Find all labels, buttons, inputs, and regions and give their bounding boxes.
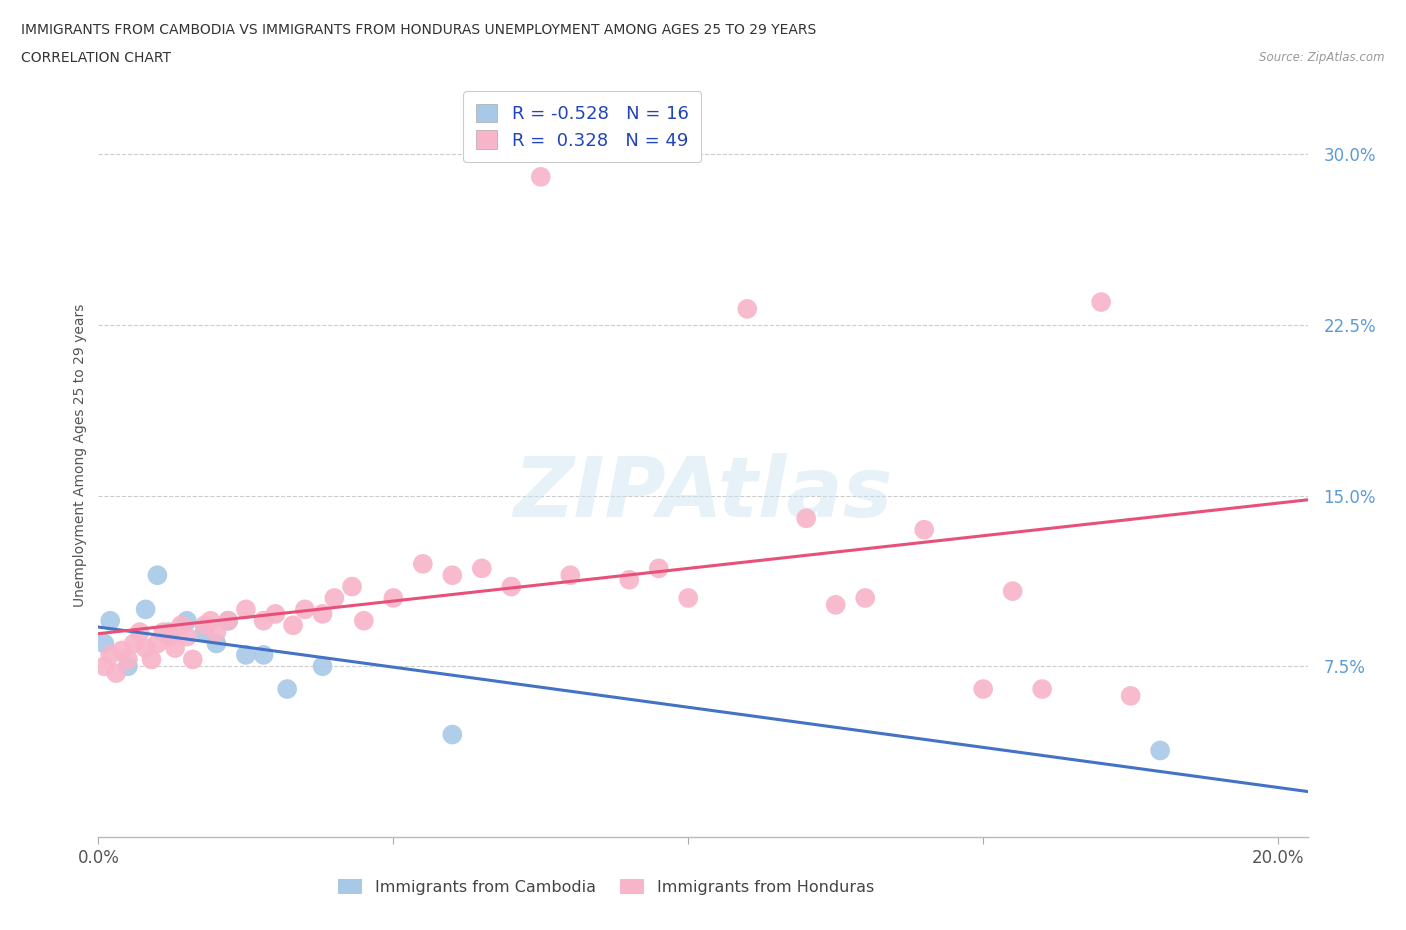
Point — [1031, 682, 1053, 697]
Point — [972, 682, 994, 697]
Point — [1090, 295, 1112, 310]
Point — [235, 602, 257, 617]
Point — [205, 636, 228, 651]
Point — [471, 561, 494, 576]
Point — [252, 613, 274, 628]
Point — [252, 647, 274, 662]
Point — [117, 658, 139, 673]
Point — [323, 591, 346, 605]
Point — [176, 613, 198, 628]
Point — [1119, 688, 1142, 703]
Point — [264, 606, 287, 621]
Point — [281, 618, 304, 632]
Point — [165, 641, 187, 656]
Point — [98, 647, 121, 662]
Point — [276, 682, 298, 697]
Point — [441, 568, 464, 583]
Text: ZIPAtlas: ZIPAtlas — [513, 453, 893, 535]
Point — [217, 613, 239, 628]
Point — [735, 301, 758, 316]
Point — [93, 658, 115, 673]
Point — [205, 625, 228, 640]
Point — [194, 625, 217, 640]
Y-axis label: Unemployment Among Ages 25 to 29 years: Unemployment Among Ages 25 to 29 years — [73, 304, 87, 607]
Point — [1001, 584, 1024, 599]
Point — [853, 591, 876, 605]
Point — [98, 613, 121, 628]
Point — [1149, 743, 1171, 758]
Point — [152, 625, 174, 640]
Point — [501, 579, 523, 594]
Point — [117, 652, 139, 667]
Point — [824, 597, 846, 612]
Text: Source: ZipAtlas.com: Source: ZipAtlas.com — [1260, 51, 1385, 64]
Point — [441, 727, 464, 742]
Point — [412, 556, 434, 571]
Legend: Immigrants from Cambodia, Immigrants from Honduras: Immigrants from Cambodia, Immigrants fro… — [332, 873, 880, 901]
Point — [157, 630, 180, 644]
Text: CORRELATION CHART: CORRELATION CHART — [21, 51, 172, 65]
Point — [200, 613, 222, 628]
Point — [146, 568, 169, 583]
Point — [619, 572, 641, 587]
Point — [912, 523, 935, 538]
Point — [648, 561, 671, 576]
Point — [93, 636, 115, 651]
Point — [353, 613, 375, 628]
Point — [181, 652, 204, 667]
Point — [794, 511, 817, 525]
Point — [678, 591, 700, 605]
Point — [146, 636, 169, 651]
Point — [340, 579, 363, 594]
Point — [382, 591, 405, 605]
Point — [141, 652, 163, 667]
Point — [122, 636, 145, 651]
Point — [311, 658, 333, 673]
Point — [176, 630, 198, 644]
Point — [294, 602, 316, 617]
Point — [105, 666, 128, 681]
Point — [128, 625, 150, 640]
Point — [530, 169, 553, 184]
Text: IMMIGRANTS FROM CAMBODIA VS IMMIGRANTS FROM HONDURAS UNEMPLOYMENT AMONG AGES 25 : IMMIGRANTS FROM CAMBODIA VS IMMIGRANTS F… — [21, 23, 817, 37]
Point — [111, 643, 134, 658]
Point — [217, 613, 239, 628]
Point — [194, 618, 217, 632]
Point — [311, 606, 333, 621]
Point — [170, 618, 193, 632]
Point — [235, 647, 257, 662]
Point — [157, 625, 180, 640]
Point — [135, 602, 157, 617]
Point — [560, 568, 582, 583]
Point — [135, 641, 157, 656]
